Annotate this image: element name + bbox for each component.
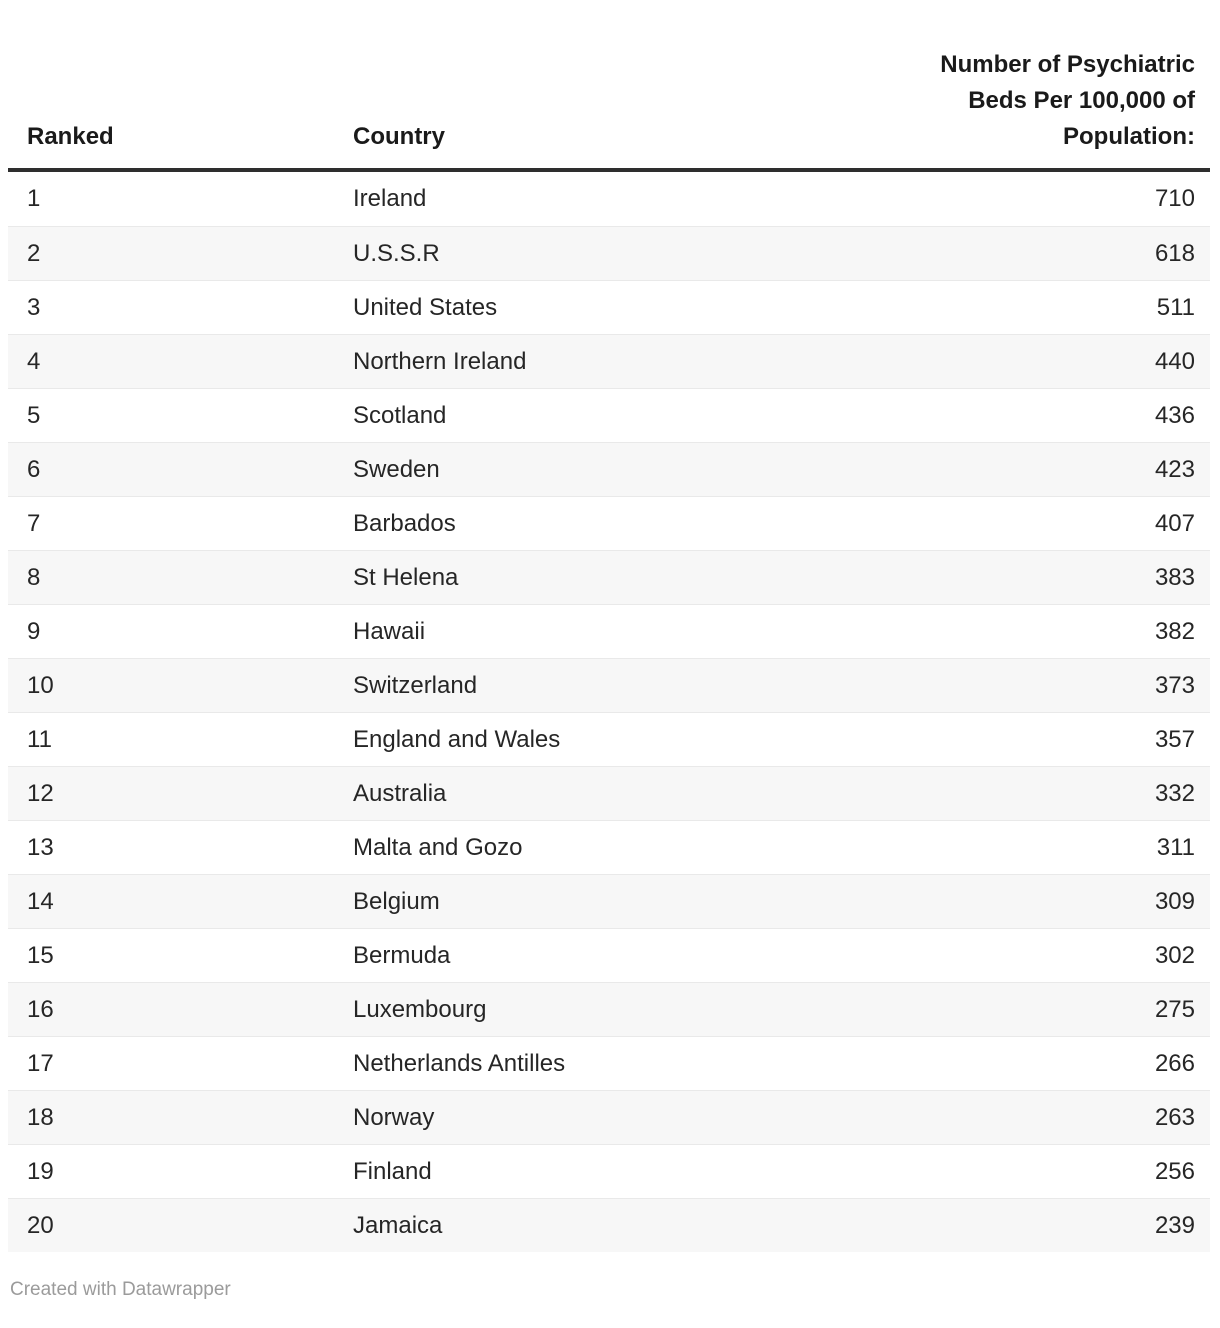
rank-cell: 8 [27,563,41,591]
country-cell: Australia [353,779,447,807]
table-row: 2 U.S.S.R 618 [8,226,1210,280]
table-row: 17 Netherlands Antilles 266 [8,1036,1210,1090]
rank-cell: 10 [27,671,54,699]
value-cell: 311 [1156,833,1195,861]
country-cell: Hawaii [353,617,426,645]
table-row: 11 England and Wales 357 [8,712,1210,766]
rank-cell: 13 [27,833,54,861]
value-cell: 309 [1154,887,1195,915]
table-row: 20 Jamaica 239 [8,1198,1210,1252]
rank-cell: 6 [27,455,41,483]
country-cell: Norway [353,1103,435,1131]
table-row: 18 Norway 263 [8,1090,1210,1144]
country-cell: Barbados [353,509,456,537]
table-row: 8 St Helena 383 [8,550,1210,604]
rank-cell: 19 [27,1157,54,1185]
country-cell: Northern Ireland [353,347,527,375]
column-header-country: Country [353,123,445,150]
value-cell: 710 [1154,185,1195,212]
rank-cell: 17 [27,1049,54,1077]
value-cell: 275 [1154,995,1195,1023]
country-cell: Jamaica [353,1211,443,1239]
value-cell: 423 [1154,455,1195,483]
value-cell: 302 [1154,941,1195,969]
table-row: 9 Hawaii 382 [8,604,1210,658]
value-cell: 436 [1154,401,1195,429]
value-cell: 263 [1154,1103,1195,1131]
country-cell: Luxembourg [353,995,487,1023]
value-cell: 373 [1154,671,1195,699]
value-cell: 239 [1154,1211,1195,1239]
rank-cell: 14 [27,887,54,915]
country-cell: St Helena [353,563,459,591]
rank-cell: 15 [27,941,54,969]
country-cell: Switzerland [353,671,478,699]
table-row: 7 Barbados 407 [8,496,1210,550]
rank-cell: 9 [27,617,41,645]
value-cell: 440 [1154,347,1195,375]
value-cell: 407 [1154,509,1195,537]
table-row: 19 Finland 256 [8,1144,1210,1198]
table-row: 5 Scotland 436 [8,388,1210,442]
value-cell: 511 [1156,293,1195,321]
table-row: 15 Bermuda 302 [8,928,1210,982]
table-row: 13 Malta and Gozo 311 [8,820,1210,874]
country-cell: England and Wales [353,725,561,753]
attribution: Created with Datawrapper [8,1279,1210,1301]
country-cell: Sweden [353,455,440,483]
country-cell: United States [353,293,498,321]
column-header-ranked: Ranked [27,123,114,150]
table-row: 16 Luxembourg 275 [8,982,1210,1036]
value-cell: 266 [1154,1049,1195,1077]
rank-cell: 4 [27,347,41,375]
table-row: 1 Ireland 710 [8,172,1210,226]
rank-cell: 7 [27,509,41,537]
table-body: 1 Ireland 710 2 U.S.S.R 618 3 United States 511 4… [8,172,1210,1252]
country-cell: Malta and Gozo [353,833,523,861]
country-cell: Ireland [353,185,427,212]
table-row: 10 Switzerland 373 [8,658,1210,712]
country-cell: Finland [353,1157,432,1185]
table-row: 12 Australia 332 [8,766,1210,820]
value-cell: 618 [1154,239,1195,267]
country-cell: U.S.S.R [353,239,440,267]
value-cell: 256 [1154,1157,1195,1185]
rank-cell: 16 [27,995,54,1023]
rank-cell: 2 [27,239,41,267]
rank-cell: 18 [27,1103,54,1131]
country-cell: Scotland [353,401,447,429]
value-cell: 383 [1154,563,1195,591]
rank-cell: 1 [27,185,41,212]
country-cell: Netherlands Antilles [353,1049,566,1077]
country-cell: Bermuda [353,941,451,969]
table-row: 14 Belgium 309 [8,874,1210,928]
rank-cell: 3 [27,293,41,321]
country-cell: Belgium [353,887,440,915]
datawrapper-attribution-link[interactable]: Created with Datawrapper [10,1279,231,1300]
rank-cell: 5 [27,401,41,429]
column-header-beds-per-100000: Number of Psychiatric Beds Per 100,000 o… [940,51,1195,150]
table-row: 6 Sweden 423 [8,442,1210,496]
value-cell: 357 [1154,725,1195,753]
rank-cell: 11 [27,725,52,753]
ranking-table: Ranked Country Number of Psychiatric Bed… [8,0,1210,1252]
table-row: 3 United States 511 [8,280,1210,334]
value-cell: 332 [1154,779,1195,807]
rank-cell: 20 [27,1211,54,1239]
value-cell: 382 [1154,617,1195,645]
table-header-row: Ranked Country Number of Psychiatric Bed… [8,0,1210,172]
table-row: 4 Northern Ireland 440 [8,334,1210,388]
rank-cell: 12 [27,779,54,807]
